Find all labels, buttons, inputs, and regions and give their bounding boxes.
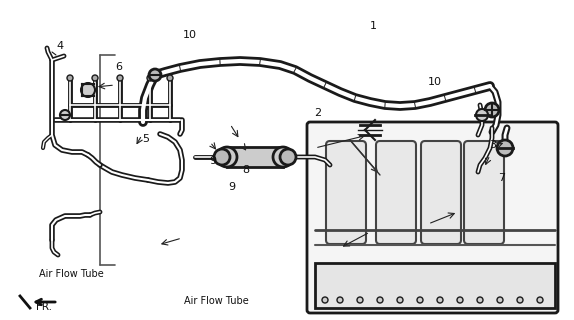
- Circle shape: [437, 297, 443, 303]
- FancyBboxPatch shape: [376, 141, 416, 244]
- Circle shape: [337, 297, 343, 303]
- FancyBboxPatch shape: [307, 122, 558, 313]
- Text: 8: 8: [242, 165, 249, 175]
- Text: 6: 6: [115, 62, 122, 72]
- Circle shape: [417, 297, 423, 303]
- FancyBboxPatch shape: [464, 141, 504, 244]
- Bar: [315, 263, 555, 308]
- Text: 7: 7: [498, 172, 505, 183]
- Circle shape: [280, 149, 296, 165]
- Text: 2: 2: [315, 108, 321, 118]
- Circle shape: [537, 297, 543, 303]
- Circle shape: [67, 75, 73, 81]
- Circle shape: [167, 75, 173, 81]
- Circle shape: [497, 140, 513, 156]
- Text: Air Flow Tube: Air Flow Tube: [184, 296, 249, 307]
- Circle shape: [217, 147, 237, 167]
- Circle shape: [214, 149, 230, 165]
- Circle shape: [92, 75, 98, 81]
- Text: 4: 4: [56, 41, 63, 52]
- Text: 9: 9: [210, 156, 216, 166]
- Circle shape: [147, 75, 153, 81]
- Circle shape: [322, 297, 328, 303]
- FancyBboxPatch shape: [421, 141, 461, 244]
- Circle shape: [60, 110, 70, 120]
- Circle shape: [497, 297, 503, 303]
- Text: 1: 1: [370, 21, 377, 31]
- Circle shape: [149, 69, 161, 81]
- Circle shape: [357, 297, 363, 303]
- Circle shape: [81, 83, 95, 97]
- Text: 10: 10: [183, 29, 196, 40]
- Text: 3: 3: [489, 140, 496, 150]
- Circle shape: [485, 103, 499, 117]
- Circle shape: [457, 297, 463, 303]
- Text: 5: 5: [142, 134, 149, 144]
- Circle shape: [397, 297, 403, 303]
- Circle shape: [117, 75, 123, 81]
- FancyBboxPatch shape: [326, 141, 366, 244]
- Circle shape: [273, 147, 293, 167]
- Text: FR.: FR.: [36, 301, 52, 312]
- Bar: [227, 147, 283, 167]
- Text: 9: 9: [228, 182, 235, 192]
- Circle shape: [377, 297, 383, 303]
- Circle shape: [517, 297, 523, 303]
- Text: Air Flow Tube: Air Flow Tube: [39, 268, 104, 279]
- Circle shape: [476, 109, 488, 121]
- Text: 10: 10: [428, 76, 441, 87]
- Circle shape: [477, 297, 483, 303]
